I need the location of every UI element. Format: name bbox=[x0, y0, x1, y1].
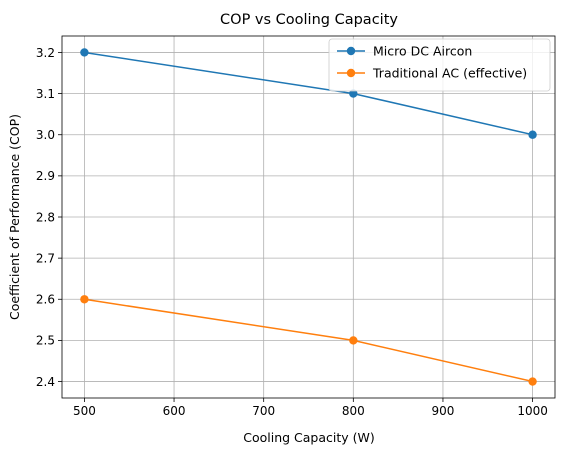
y-tick-label: 3.2 bbox=[36, 46, 55, 60]
series-layer bbox=[80, 48, 537, 386]
legend: Micro DC Aircon Traditional AC (effective… bbox=[328, 38, 551, 92]
y-tick-label: 2.7 bbox=[36, 251, 55, 265]
x-tick-label: 600 bbox=[163, 404, 186, 418]
x-tick-label: 700 bbox=[252, 404, 275, 418]
y-tick-label: 2.6 bbox=[36, 293, 55, 307]
y-tick-label: 3.1 bbox=[36, 87, 55, 101]
grid bbox=[62, 36, 555, 398]
data-point bbox=[80, 295, 89, 304]
plot-frame bbox=[61, 35, 556, 399]
axes: 500 600 700 800 900 1000 2.4 2.5 2.6 2.7 2.8 2.9 3.0… bbox=[36, 35, 556, 418]
y-axis-label: Coefficient of Performance (COP) bbox=[7, 114, 22, 320]
x-axis-label: Cooling Capacity (W) bbox=[243, 430, 375, 445]
data-point bbox=[349, 336, 358, 345]
y-tick-label: 2.5 bbox=[36, 334, 55, 348]
y-tick-label: 2.4 bbox=[36, 375, 55, 389]
y-tick-label: 3.0 bbox=[36, 128, 55, 142]
data-point bbox=[80, 48, 89, 57]
y-tick-label: 2.8 bbox=[36, 210, 55, 224]
legend-marker bbox=[346, 68, 356, 78]
x-tick-label: 1000 bbox=[517, 404, 548, 418]
data-point bbox=[528, 377, 537, 386]
legend-label: Traditional AC (effective) bbox=[372, 66, 527, 81]
legend-label: Micro DC Aircon bbox=[373, 44, 472, 59]
data-point bbox=[528, 130, 537, 139]
y-tick-label: 2.9 bbox=[36, 169, 55, 183]
data-point bbox=[349, 89, 358, 98]
legend-box bbox=[328, 38, 551, 92]
x-tick-label: 500 bbox=[73, 404, 96, 418]
x-tick-label: 900 bbox=[432, 404, 455, 418]
chart-title: COP vs Cooling Capacity bbox=[220, 12, 398, 28]
x-tick-label: 800 bbox=[342, 404, 365, 418]
legend-marker bbox=[346, 46, 356, 56]
